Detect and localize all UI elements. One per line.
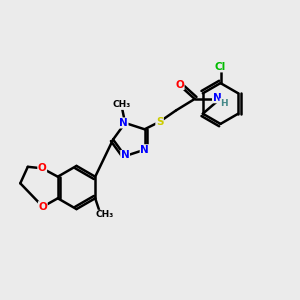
Text: N: N (140, 145, 149, 155)
Text: N: N (119, 118, 128, 128)
Text: CH₃: CH₃ (96, 210, 114, 219)
Text: N: N (121, 150, 130, 161)
Text: O: O (38, 202, 47, 212)
Text: Cl: Cl (215, 62, 226, 72)
Text: S: S (156, 117, 163, 127)
Text: O: O (38, 163, 46, 173)
Text: O: O (175, 80, 184, 90)
Text: CH₃: CH₃ (113, 100, 131, 109)
Text: H: H (220, 99, 228, 108)
Text: N: N (212, 93, 221, 103)
